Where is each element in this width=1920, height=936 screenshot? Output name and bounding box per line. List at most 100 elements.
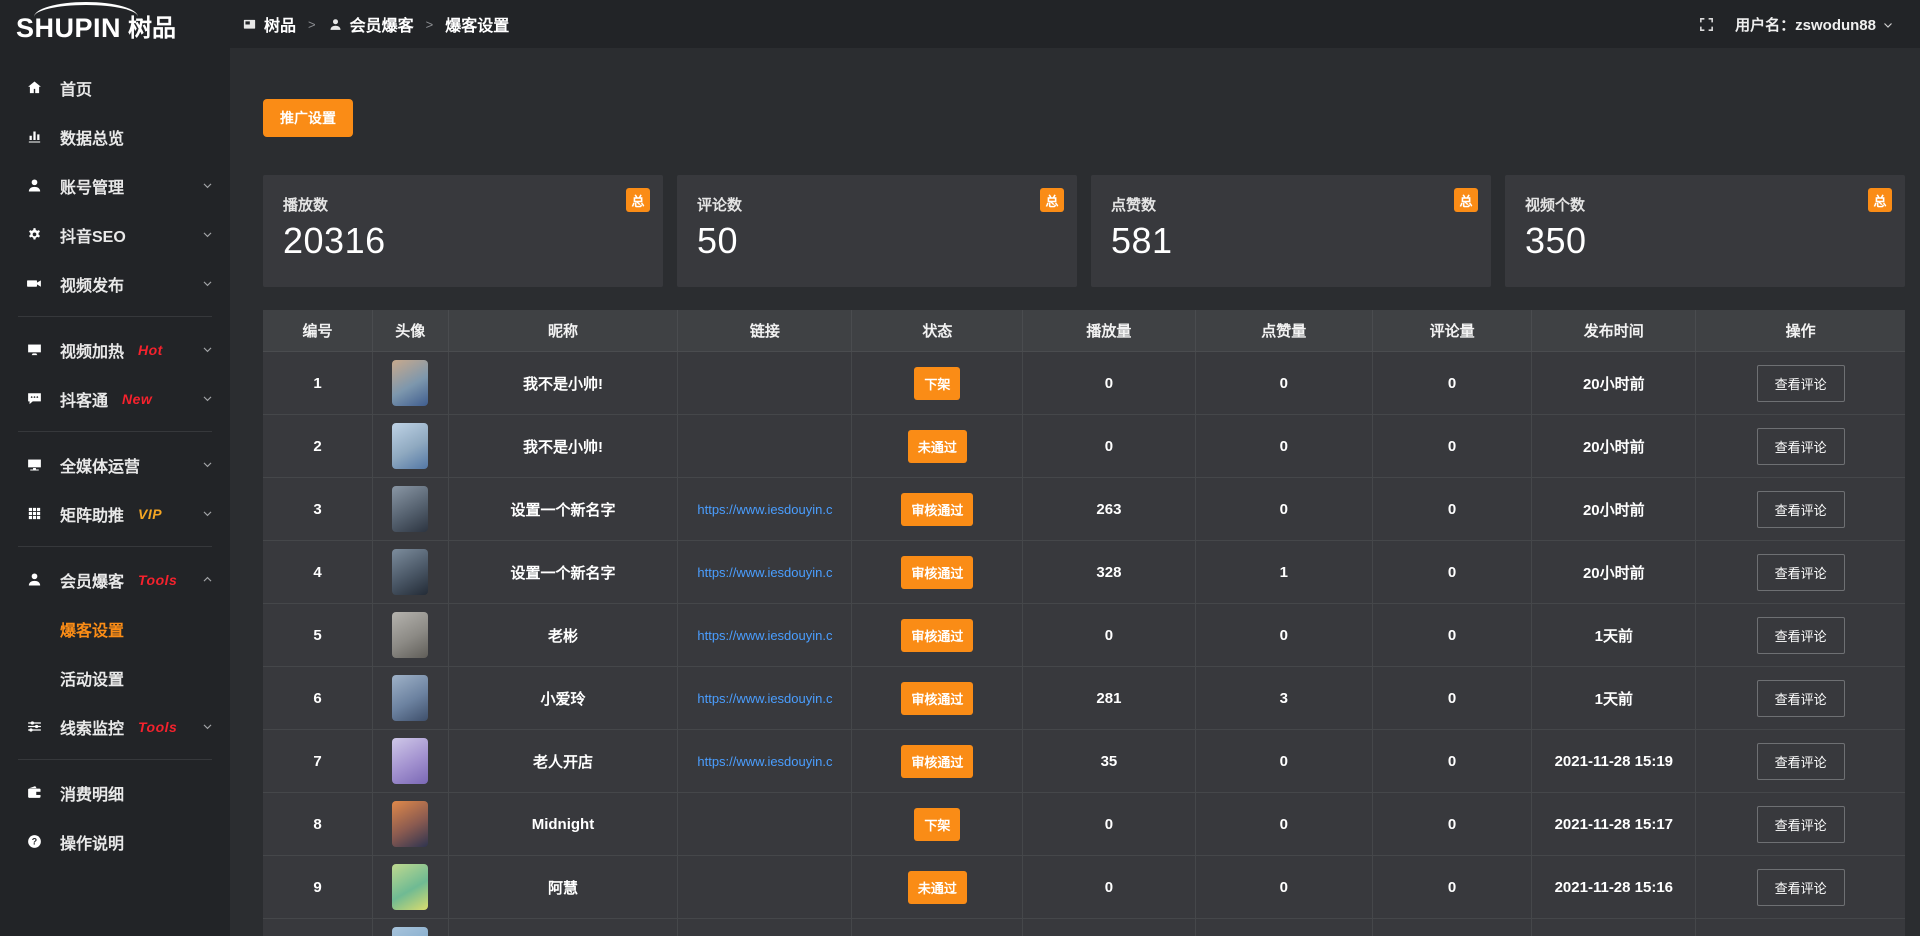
view-comments-button[interactable]: 查看评论	[1756, 805, 1845, 843]
breadcrumb-label: 树品	[264, 18, 297, 35]
sidebar-item-label: 抖音SEO	[60, 228, 126, 246]
sidebar-item-account-management[interactable]: 账号管理	[0, 161, 230, 210]
sidebar-item-label: 会员爆客	[60, 573, 125, 591]
status-badge[interactable]: 审核通过	[901, 681, 974, 715]
status-badge[interactable]: 未通过	[907, 870, 967, 904]
status-badge[interactable]: 未通过	[907, 429, 967, 463]
view-comments-button[interactable]: 查看评论	[1756, 490, 1845, 528]
sidebar-item-consumption-details[interactable]: 消费明细	[0, 768, 230, 817]
play-count-cell: 35	[1023, 730, 1196, 793]
sidebar-item-douyin-seo[interactable]: 抖音SEO	[0, 210, 230, 259]
status-badge[interactable]: 审核通过	[901, 744, 974, 778]
avatar	[392, 360, 429, 406]
column-header: 播放量	[1023, 310, 1196, 352]
view-comments-button[interactable]: 查看评论	[1756, 679, 1845, 717]
video-link[interactable]: https://www.iesdouyin.c	[697, 501, 833, 517]
sidebar-item-douketong[interactable]: 抖客通 New	[0, 374, 230, 423]
sidebar-item-data-overview[interactable]: 数据总览	[0, 112, 230, 161]
breadcrumb-item-shupin[interactable]: 树品	[242, 12, 296, 36]
action-cell: 查看评论	[1696, 730, 1905, 793]
play-count-cell: 0	[1023, 793, 1196, 856]
view-comments-button[interactable]: 查看评论	[1756, 742, 1845, 780]
breadcrumb-separator: >	[425, 16, 434, 32]
fullscreen-icon[interactable]	[1698, 16, 1715, 33]
stat-cards: 播放数 20316 总 评论数 50 总 点赞数 581 总 视频个数 350 总	[263, 175, 1905, 287]
nickname-cell: 阿慧	[448, 856, 679, 919]
comment-count-cell: 0	[1372, 415, 1533, 478]
action-cell: 查看评论	[1696, 856, 1905, 919]
sidebar-item-all-media-operation[interactable]: 全媒体运营	[0, 440, 230, 489]
status-badge[interactable]: 下架	[914, 807, 961, 841]
video-link[interactable]: https://www.iesdouyin.c	[697, 753, 833, 769]
row-id-cell: 5	[263, 604, 373, 667]
publish-time-cell: 2021-11-28 15:17	[1532, 793, 1697, 856]
view-comments-button[interactable]: 查看评论	[1756, 553, 1845, 591]
link-cell: https://www.iesdouyin.c	[678, 541, 853, 604]
sidebar-divider	[18, 546, 212, 547]
play-count-cell: 0	[1023, 604, 1196, 667]
action-cell: 查看评论	[1696, 793, 1905, 856]
topbar-right: 用户名：zswodun88	[1698, 14, 1920, 35]
status-badge[interactable]: 下架	[914, 366, 961, 400]
status-badge[interactable]: 审核通过	[901, 555, 974, 589]
status-cell: 下架	[852, 352, 1024, 415]
avatar	[392, 486, 429, 532]
like-count-cell: 0	[1195, 856, 1373, 919]
stat-card-value: 20316	[283, 220, 386, 261]
stat-card-total-badge[interactable]: 总	[626, 188, 650, 212]
view-comments-button[interactable]: 查看评论	[1756, 427, 1845, 465]
column-header: 评论量	[1372, 310, 1533, 352]
promo-settings-button[interactable]: 推广设置	[263, 99, 353, 137]
publish-time-cell: 1天前	[1532, 604, 1697, 667]
brand-logo[interactable]: SHUPIN 树品	[0, 0, 230, 48]
sidebar-item-video-publish[interactable]: 视频发布	[0, 259, 230, 308]
sidebar-item-member-baoke[interactable]: 会员爆客 Tools	[0, 555, 230, 604]
chevron-down-icon	[201, 507, 214, 520]
status-badge[interactable]: 审核通过	[901, 618, 974, 652]
video-link[interactable]: https://www.iesdouyin.c	[697, 627, 833, 643]
status-cell: 审核通过	[852, 730, 1024, 793]
nickname-cell: 老人开店	[448, 730, 679, 793]
avatar	[392, 423, 429, 469]
link-cell: https://www.iesdouyin.c	[678, 667, 853, 730]
chevron-up-icon	[201, 573, 214, 586]
sidebar-item-clue-monitor[interactable]: 线索监控 Tools	[0, 702, 230, 751]
table-row: 6 小爱玲 https://www.iesdouyin.c 审核通过 281 3 0 1天前 查…	[263, 667, 1905, 730]
like-count-cell: 0	[1195, 793, 1373, 856]
breadcrumb-item-member-baoke[interactable]: 会员爆客	[328, 12, 414, 36]
stat-card-total-badge[interactable]: 总	[1040, 188, 1064, 212]
data-table: 编号 头像 昵称 链接 状态 播放量 点赞量 评论量 发布时间 操作 1 我不是小帅! 下架 0 0 0 20小…	[263, 310, 1905, 936]
breadcrumb-item-baoke-settings[interactable]: 爆客设置	[445, 12, 509, 36]
sidebar-subitem-baoke-settings[interactable]: 爆客设置	[0, 604, 230, 653]
gear-icon	[26, 226, 43, 243]
comment-count-cell: 0	[1372, 856, 1533, 919]
comment-icon	[26, 390, 43, 407]
play-count-cell: 328	[1023, 541, 1196, 604]
sidebar-item-video-heating[interactable]: 视频加热 Hot	[0, 325, 230, 374]
avatar-cell	[373, 352, 449, 415]
view-comments-button[interactable]: 查看评论	[1756, 616, 1845, 654]
stat-card-total-badge[interactable]: 总	[1454, 188, 1478, 212]
table-row: 2 我不是小帅! 未通过 0 0 0 20小时前 查看评论	[263, 415, 1905, 478]
stat-card-3: 点赞数 581 总	[1091, 175, 1491, 287]
stat-card-total-badge[interactable]: 总	[1868, 188, 1892, 212]
view-comments-button[interactable]: 查看评论	[1756, 868, 1845, 906]
column-header: 头像	[373, 310, 449, 352]
action-cell: 查看评论	[1696, 478, 1905, 541]
chevron-down-icon	[1882, 18, 1894, 30]
user-menu[interactable]: 用户名：zswodun88	[1735, 14, 1894, 35]
sidebar-item-operation-guide[interactable]: ? 操作说明	[0, 817, 230, 866]
video-link[interactable]: https://www.iesdouyin.c	[697, 564, 833, 580]
sidebar-item-home[interactable]: 首页	[0, 63, 230, 112]
column-header: 点赞量	[1195, 310, 1373, 352]
status-cell: 审核通过	[852, 667, 1024, 730]
play-count-cell: 0	[1023, 856, 1196, 919]
nickname-cell: 我不是小帅!	[448, 415, 679, 478]
video-link[interactable]: https://www.iesdouyin.c	[697, 690, 833, 706]
stat-card-value: 50	[697, 220, 739, 261]
view-comments-button[interactable]: 查看评论	[1756, 364, 1845, 402]
sidebar-item-matrix-boost[interactable]: 矩阵助推 VIP	[0, 489, 230, 538]
action-cell: 查看评论	[1696, 541, 1905, 604]
status-badge[interactable]: 审核通过	[901, 492, 974, 526]
sidebar-subitem-activity-settings[interactable]: 活动设置	[0, 653, 230, 702]
